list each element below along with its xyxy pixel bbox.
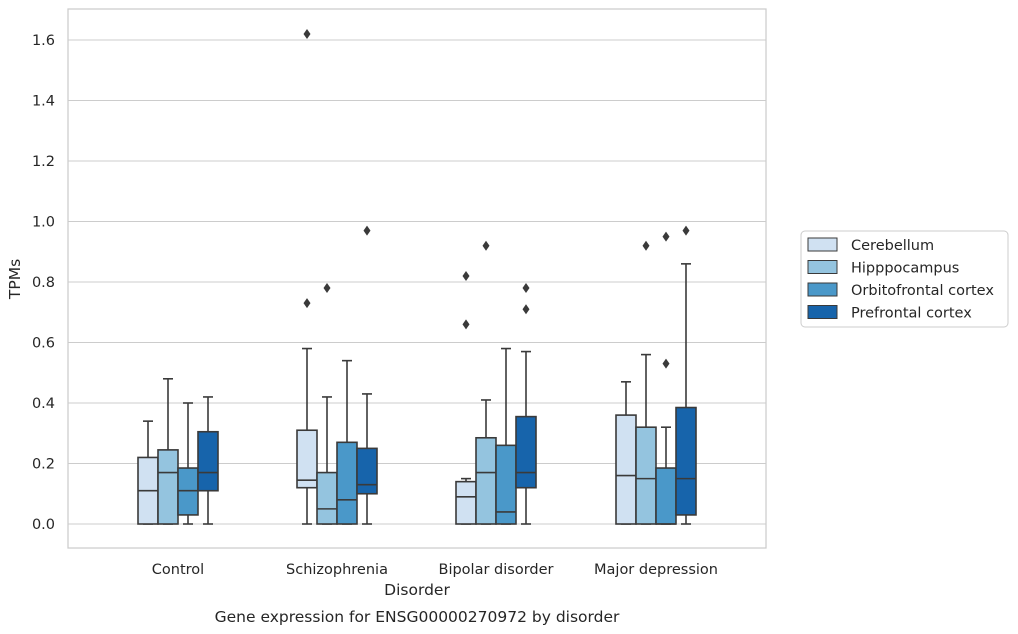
- box: [356, 225, 378, 525]
- series-cerebellum: [137, 28, 637, 525]
- box: [177, 402, 199, 525]
- box-body: [356, 447, 378, 495]
- legend-items: Cerebellum Hipppocampus Orbitofrontal cort…: [807, 237, 994, 322]
- series-prefrontal-cortex: [197, 225, 697, 525]
- legend-label: Cerebellum: [851, 238, 934, 254]
- series-orbitofrontal-cortex: [177, 231, 677, 525]
- x-tick-label: Schizophrenia: [286, 562, 388, 578]
- legend-swatch: [807, 237, 838, 252]
- x-tick-label: Control: [152, 562, 204, 578]
- box-body: [197, 430, 219, 492]
- box-body: [475, 436, 497, 525]
- box: [137, 420, 159, 525]
- y-tick-label: 0.0: [32, 517, 55, 533]
- x-axis-label: Disorder: [384, 581, 450, 599]
- box: [296, 28, 318, 525]
- legend-swatch: [807, 305, 838, 319]
- legend-label: Hipppocampus: [851, 261, 959, 277]
- x-tick-label: Bipolar disorder: [439, 562, 554, 578]
- plot-area-frame: [67, 8, 767, 549]
- chart-caption: Gene expression for ENSG00000270972 by d…: [215, 608, 620, 626]
- box-body: [675, 406, 697, 516]
- box-body: [655, 467, 677, 525]
- box-body: [515, 415, 537, 489]
- box: [475, 240, 497, 525]
- y-tick-label: 0.8: [32, 275, 55, 291]
- outlier-point: [462, 270, 470, 281]
- outlier-point: [662, 358, 670, 369]
- box-body: [296, 429, 318, 489]
- box-body: [157, 449, 179, 525]
- outlier-point: [522, 304, 530, 315]
- box: [455, 270, 477, 525]
- box: [675, 225, 697, 525]
- series-hipppocampus: [157, 240, 657, 525]
- y-tick-label: 1.0: [32, 215, 55, 231]
- box-body: [615, 414, 637, 525]
- box: [336, 359, 358, 525]
- y-tick-label: 0.2: [32, 457, 55, 473]
- y-axis-ticks: 0.0 0.2 0.4 0.6 0.8 1.0 1.2 1.4 1.6: [32, 33, 55, 533]
- x-axis-ticks: Control Schizophrenia Bipolar disorder Majo…: [152, 562, 718, 578]
- y-tick-label: 0.4: [32, 396, 55, 412]
- outlier-point: [522, 283, 530, 294]
- outlier-point: [363, 225, 371, 236]
- outlier-point: [482, 240, 490, 251]
- box: [197, 396, 219, 525]
- y-tick-label: 1.2: [32, 154, 55, 170]
- box: [495, 347, 517, 525]
- outlier-point: [642, 240, 650, 251]
- y-tick-label: 1.6: [32, 33, 55, 49]
- legend-frame: [800, 230, 1009, 328]
- outlier-point: [662, 231, 670, 242]
- box: [157, 377, 179, 525]
- box: [615, 381, 637, 525]
- outlier-point: [682, 225, 690, 236]
- legend-label: Prefrontal cortex: [851, 306, 972, 322]
- x-tick-label: Major depression: [594, 562, 718, 578]
- box: [316, 283, 338, 525]
- outlier-point: [323, 283, 331, 294]
- box-body: [635, 426, 657, 525]
- y-tick-label: 1.4: [32, 94, 55, 110]
- outlier-point: [462, 319, 470, 330]
- legend-label: Orbitofrontal cortex: [851, 283, 994, 299]
- outlier-point: [303, 298, 311, 309]
- box: [635, 240, 657, 525]
- legend: Cerebellum Hipppocampus Orbitofrontal cort…: [800, 230, 1009, 328]
- box-body: [336, 441, 358, 525]
- box: [655, 231, 677, 525]
- outlier-point: [303, 28, 311, 39]
- box: [515, 283, 537, 525]
- box-series: [137, 28, 697, 525]
- box-body: [316, 471, 338, 525]
- box-body: [455, 480, 477, 525]
- y-tick-label: 0.6: [32, 336, 55, 352]
- legend-swatch: [807, 260, 838, 274]
- y-axis-label: TPMs: [6, 259, 24, 300]
- legend-swatch: [807, 282, 838, 297]
